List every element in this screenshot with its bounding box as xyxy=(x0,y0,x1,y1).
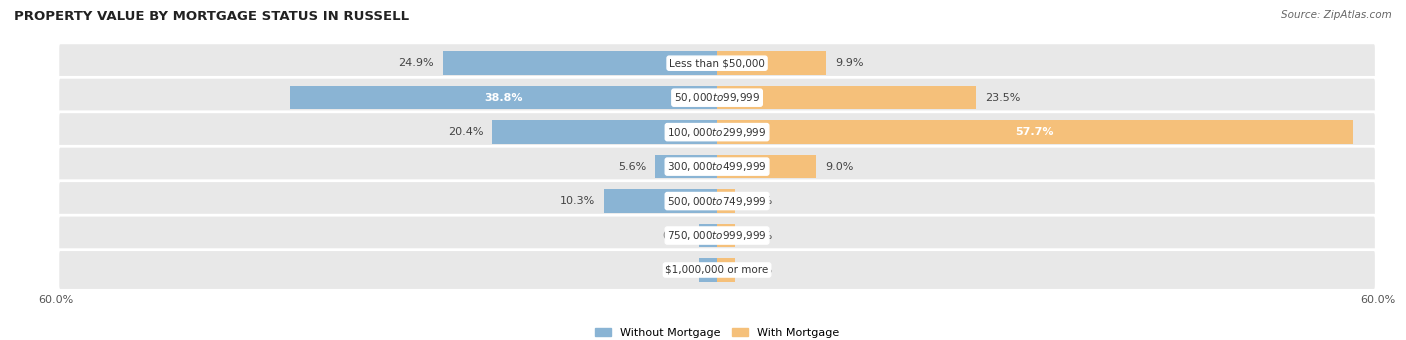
Bar xyxy=(717,86,976,109)
Text: PROPERTY VALUE BY MORTGAGE STATUS IN RUSSELL: PROPERTY VALUE BY MORTGAGE STATUS IN RUS… xyxy=(14,10,409,23)
Text: 0.0%: 0.0% xyxy=(662,231,690,240)
Bar xyxy=(443,51,717,75)
FancyBboxPatch shape xyxy=(58,181,1376,221)
Bar xyxy=(699,258,717,282)
Bar xyxy=(492,120,717,144)
Bar xyxy=(655,155,717,178)
Text: 0.0%: 0.0% xyxy=(662,265,690,275)
Text: 38.8%: 38.8% xyxy=(484,93,523,103)
FancyBboxPatch shape xyxy=(58,43,1376,84)
Legend: Without Mortgage, With Mortgage: Without Mortgage, With Mortgage xyxy=(591,323,844,340)
Bar xyxy=(717,120,1353,144)
Text: 20.4%: 20.4% xyxy=(449,127,484,137)
Bar xyxy=(717,155,815,178)
Text: 57.7%: 57.7% xyxy=(1015,127,1054,137)
Text: 0.0%: 0.0% xyxy=(744,231,772,240)
Bar xyxy=(717,189,735,213)
Bar xyxy=(290,86,717,109)
Text: 10.3%: 10.3% xyxy=(560,196,595,206)
Text: 24.9%: 24.9% xyxy=(398,58,434,68)
Text: 9.0%: 9.0% xyxy=(825,162,853,172)
Text: $50,000 to $99,999: $50,000 to $99,999 xyxy=(673,91,761,104)
Text: 9.9%: 9.9% xyxy=(835,58,863,68)
Text: 0.0%: 0.0% xyxy=(744,265,772,275)
Bar xyxy=(603,189,717,213)
Text: 23.5%: 23.5% xyxy=(984,93,1021,103)
Text: Less than $50,000: Less than $50,000 xyxy=(669,58,765,68)
Bar xyxy=(717,258,735,282)
Bar xyxy=(699,224,717,247)
Text: Source: ZipAtlas.com: Source: ZipAtlas.com xyxy=(1281,10,1392,20)
Text: $300,000 to $499,999: $300,000 to $499,999 xyxy=(668,160,766,173)
Text: $500,000 to $749,999: $500,000 to $749,999 xyxy=(668,194,766,207)
FancyBboxPatch shape xyxy=(58,146,1376,187)
FancyBboxPatch shape xyxy=(58,250,1376,290)
Text: $100,000 to $299,999: $100,000 to $299,999 xyxy=(668,126,766,139)
Text: $1,000,000 or more: $1,000,000 or more xyxy=(665,265,769,275)
Text: $750,000 to $999,999: $750,000 to $999,999 xyxy=(668,229,766,242)
Text: 5.6%: 5.6% xyxy=(619,162,647,172)
Bar xyxy=(717,224,735,247)
FancyBboxPatch shape xyxy=(58,215,1376,256)
Text: 0.0%: 0.0% xyxy=(744,196,772,206)
FancyBboxPatch shape xyxy=(58,77,1376,118)
FancyBboxPatch shape xyxy=(58,112,1376,152)
Bar xyxy=(717,51,827,75)
